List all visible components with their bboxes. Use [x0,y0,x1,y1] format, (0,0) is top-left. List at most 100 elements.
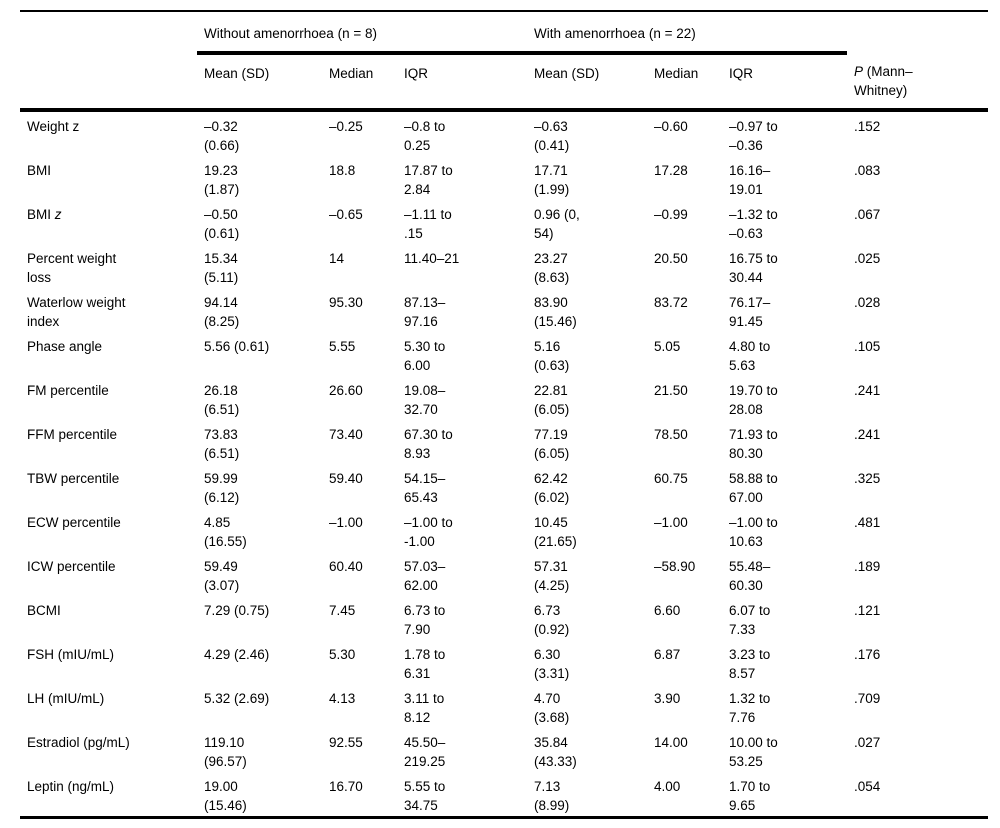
without-mean-sd-cell: 4.85 (16.55) [204,515,247,549]
row-label: BMI z [27,207,62,222]
without-mean-sd-cell: 73.83 (6.51) [204,427,240,461]
without-mean-sd-cell: 19.00 (15.46) [204,779,247,813]
table-header: Without amenorrhoea (n = 8) With amenorr… [20,11,989,112]
without-median-cell: –0.25 [329,119,363,134]
with-iqr-cell: 76.17– 91.45 [729,295,771,329]
with-mean-sd-cell: 77.19 (6.05) [534,427,570,461]
col-header-without-median: Median [322,53,397,112]
p-value-cell: .025 [854,251,881,266]
without-median-cell: 60.40 [329,559,363,574]
p-value-cell: .241 [854,383,881,398]
without-mean-sd-cell: 4.29 (2.46) [204,647,270,662]
table-row: Waterlow weight index 94.14 (8.25) 95.30 87… [20,288,988,332]
with-iqr-cell: 1.32 to 7.76 [729,691,771,725]
with-median-cell: 17.28 [654,163,688,178]
with-mean-sd-cell: 4.70 (3.68) [534,691,570,725]
without-median-cell: 5.55 [329,339,356,354]
table-body: Weight z –0.32 (0.66) –0.25 –0.8 to 0.25 –0.… [20,110,988,818]
with-median-cell: 6.60 [654,603,681,618]
row-label: FFM percentile [27,427,118,442]
table-row: BMI 19.23 (1.87) 18.8 17.87 to 2.84 17.71 (1… [20,156,988,200]
without-iqr-cell: –1.00 to -1.00 [404,515,453,549]
p-value-cell: .176 [854,647,881,662]
without-mean-sd-cell: 19.23 (1.87) [204,163,240,197]
with-mean-sd-cell: 62.42 (6.02) [534,471,570,505]
p-value-cell: .709 [854,691,881,706]
with-median-cell: –0.60 [654,119,688,134]
with-median-cell: –0.99 [654,207,688,222]
table-row: BCMI 7.29 (0.75) 7.45 6.73 to 7.90 6.73 (0.9… [20,596,988,640]
without-iqr-cell: 6.73 to 7.90 [404,603,446,637]
row-label: Weight z [27,119,80,134]
row-label: FM percentile [27,383,109,398]
with-iqr-cell: 10.00 to 53.25 [729,735,778,769]
table-row: ECW percentile 4.85 (16.55) –1.00 –1.00 to … [20,508,988,552]
without-mean-sd-cell: 7.29 (0.75) [204,603,270,618]
without-median-cell: –0.65 [329,207,363,222]
with-mean-sd-cell: 23.27 (8.63) [534,251,570,285]
with-mean-sd-cell: 17.71 (1.99) [534,163,570,197]
row-label: ECW percentile [27,515,121,530]
with-median-cell: –1.00 [654,515,688,530]
with-mean-sd-cell: –0.63 (0.41) [534,119,570,153]
with-median-cell: 83.72 [654,295,688,310]
with-iqr-cell: 19.70 to 28.08 [729,383,778,417]
without-mean-sd-cell: –0.32 (0.66) [204,119,240,153]
without-median-cell: 73.40 [329,427,363,442]
p-value-cell: .028 [854,295,881,310]
table-row: Estradiol (pg/mL) 119.10 (96.57) 92.55 45.5… [20,728,988,772]
without-iqr-cell: 17.87 to 2.84 [404,163,453,197]
with-mean-sd-cell: 35.84 (43.33) [534,735,577,769]
without-iqr-cell: 11.40–21 [404,251,460,266]
table-row: Weight z –0.32 (0.66) –0.25 –0.8 to 0.25 –0.… [20,110,988,156]
without-median-cell: 18.8 [329,163,356,178]
row-label: Estradiol (pg/mL) [27,735,130,750]
p-value-cell: .105 [854,339,881,354]
table-row: Phase angle 5.56 (0.61) 5.55 5.30 to 6.00 5.… [20,332,988,376]
p-rest: (Mann– Whitney) [854,64,913,98]
row-label: ICW percentile [27,559,116,574]
col-header-with-median: Median [647,53,723,112]
p-value-cell: .083 [854,163,881,178]
with-mean-sd-cell: 6.30 (3.31) [534,647,570,681]
with-iqr-cell: 3.23 to 8.57 [729,647,771,681]
table-row: FFM percentile 73.83 (6.51) 73.40 67.30 to … [20,420,988,464]
with-iqr-cell: –1.00 to 10.63 [729,515,778,549]
without-iqr-cell: 67.30 to 8.93 [404,427,453,461]
col-header-without-mean-sd: Mean (SD) [197,53,322,112]
p-value-cell: .027 [854,735,881,750]
p-value-cell: .481 [854,515,881,530]
comparison-table: Without amenorrhoea (n = 8) With amenorr… [20,10,989,819]
column-header-row: Mean (SD) Median IQR Mean (SD) Median IQ… [20,53,989,112]
with-mean-sd-cell: 22.81 (6.05) [534,383,570,417]
with-iqr-cell: –1.32 to –0.63 [729,207,778,241]
row-label: FSH (mIU/mL) [27,647,114,662]
col-header-without-iqr: IQR [397,53,528,112]
row-label: BMI [27,163,52,178]
with-median-cell: 20.50 [654,251,688,266]
with-mean-sd-cell: 83.90 (15.46) [534,295,577,329]
with-median-cell: 78.50 [654,427,688,442]
without-median-cell: 7.45 [329,603,356,618]
row-label: TBW percentile [27,471,120,486]
p-value-cell: .241 [854,427,881,442]
row-label: Phase angle [27,339,103,354]
with-mean-sd-cell: 10.45 (21.65) [534,515,577,549]
without-iqr-cell: 87.13– 97.16 [404,295,446,329]
without-iqr-cell: 57.03– 62.00 [404,559,446,593]
without-iqr-cell: –1.11 to .15 [404,207,452,241]
table-row: ICW percentile 59.49 (3.07) 60.40 57.03– 62… [20,552,988,596]
p-value-cell: .325 [854,471,881,486]
stub-cell [20,53,197,112]
without-median-cell: 95.30 [329,295,363,310]
with-iqr-cell: 1.70 to 9.65 [729,779,771,813]
with-mean-sd-cell: 6.73 (0.92) [534,603,570,637]
without-mean-sd-cell: 26.18 (6.51) [204,383,240,417]
p-value-cell: .152 [854,119,881,134]
p-value-cell: .189 [854,559,881,574]
with-median-cell: 14.00 [654,735,688,750]
without-median-cell: 26.60 [329,383,363,398]
p-value-cell: .121 [854,603,881,618]
without-mean-sd-cell: 59.49 (3.07) [204,559,240,593]
row-label: Leptin (ng/mL) [27,779,115,794]
